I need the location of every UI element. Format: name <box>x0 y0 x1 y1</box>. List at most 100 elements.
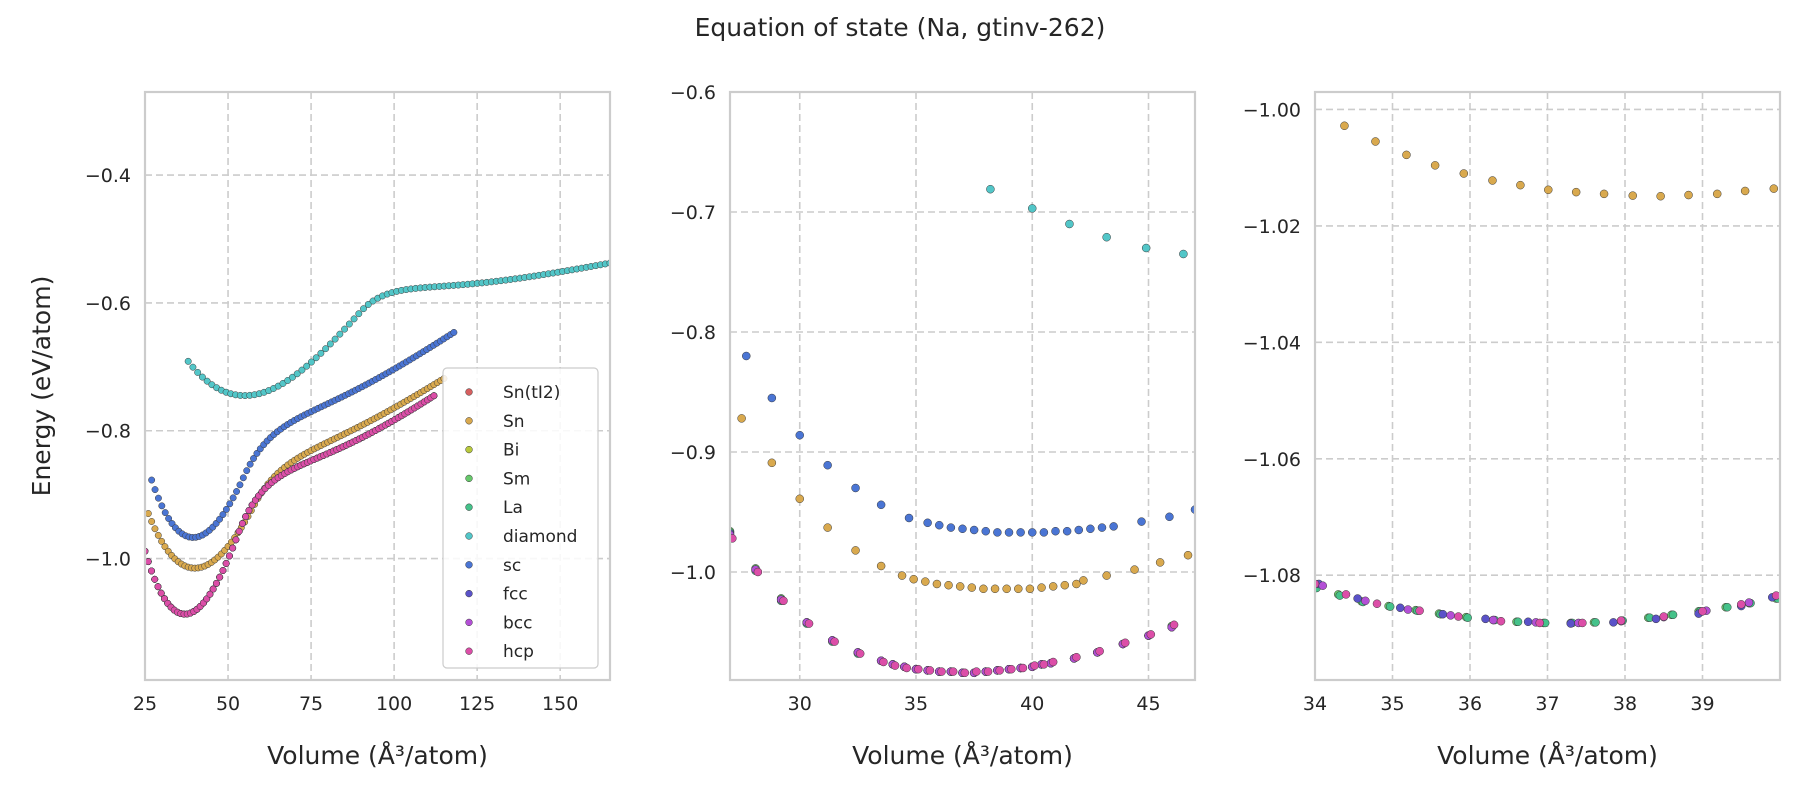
legend-marker <box>465 618 473 627</box>
series-diamond <box>986 184 1188 259</box>
data-point <box>944 580 953 590</box>
data-point <box>935 520 944 530</box>
data-point <box>1523 617 1533 627</box>
data-point <box>184 357 192 365</box>
data-point <box>360 305 367 313</box>
legend-marker <box>465 503 473 511</box>
data-point <box>937 667 946 676</box>
legend-label: Sm <box>503 469 530 489</box>
panels: 25 50 75 100 125 150 −1.0 −0.8 −0.6 −0.4 Volume (Å… <box>27 82 1782 770</box>
legend-entry: Sn(tI2) <box>465 383 560 403</box>
data-point <box>1415 606 1424 615</box>
data-point <box>958 524 967 534</box>
data-point <box>1025 584 1035 594</box>
x-tick-label: 75 <box>299 693 323 715</box>
data-point <box>157 589 165 597</box>
series-hcp <box>1315 579 1780 628</box>
data-point <box>1591 618 1600 627</box>
legend-marker <box>465 388 473 396</box>
plot-frame <box>143 90 612 682</box>
data-point <box>1454 612 1463 621</box>
data-point <box>1628 191 1637 200</box>
data-point <box>855 649 865 658</box>
data-point <box>921 577 930 586</box>
series-diamond <box>184 259 610 400</box>
data-point <box>1037 583 1046 592</box>
data-point <box>767 458 777 468</box>
legend-label: hcp <box>503 642 534 662</box>
data-point <box>222 560 230 567</box>
data-point <box>1403 605 1413 614</box>
legend-label: Bi <box>503 441 519 461</box>
data-point <box>151 575 159 583</box>
data-point <box>226 500 234 508</box>
x-axis-label: Volume (Å³/atom) <box>1437 741 1658 770</box>
data-point <box>995 666 1004 675</box>
data-point <box>1183 550 1193 560</box>
data-point <box>1668 610 1678 620</box>
data-point <box>1179 249 1188 259</box>
data-point <box>1712 189 1722 199</box>
data-point <box>830 637 839 646</box>
points <box>145 259 610 618</box>
data-point <box>1165 512 1174 522</box>
data-point <box>1060 580 1070 590</box>
legend-entry: Sm <box>465 469 530 489</box>
data-point <box>1086 524 1095 534</box>
data-point <box>450 328 458 336</box>
series-sn <box>1340 121 1779 201</box>
legend-marker <box>465 561 473 569</box>
data-point <box>148 518 156 525</box>
data-point <box>990 584 1000 594</box>
data-point <box>1544 185 1553 195</box>
data-point <box>902 663 911 673</box>
data-point <box>1371 137 1380 146</box>
data-point <box>1169 620 1179 630</box>
data-point <box>1578 618 1587 628</box>
data-point <box>1396 603 1405 613</box>
data-point <box>253 449 261 457</box>
x-tick-label: 125 <box>459 693 495 715</box>
legend-entry: La <box>465 498 523 518</box>
series-hcp <box>145 392 438 618</box>
data-point <box>904 513 914 523</box>
data-point <box>1341 590 1351 599</box>
x-tick-label: 34 <box>1303 693 1327 715</box>
data-point <box>1095 646 1104 656</box>
plot-frame <box>1313 90 1782 682</box>
data-point <box>289 373 296 381</box>
data-point <box>203 377 211 385</box>
data-point <box>1723 602 1732 612</box>
data-point <box>307 358 315 366</box>
points <box>1315 121 1780 628</box>
data-point <box>1072 579 1081 589</box>
legend-label: Sn(tI2) <box>503 383 560 403</box>
data-point <box>1609 618 1618 627</box>
series-hcp <box>730 534 1179 678</box>
x-tick-label: 39 <box>1690 693 1714 715</box>
legend-label: fcc <box>503 585 528 605</box>
data-point <box>993 528 1002 537</box>
data-point <box>972 667 981 676</box>
data-point <box>1489 615 1498 625</box>
data-point <box>194 368 202 376</box>
data-point <box>909 574 918 584</box>
data-point <box>1097 523 1107 532</box>
data-point <box>1616 616 1626 625</box>
data-point <box>1771 591 1780 600</box>
data-point <box>1402 150 1411 160</box>
data-point <box>1079 576 1088 585</box>
data-point <box>1109 522 1118 531</box>
data-point <box>216 515 224 523</box>
data-point <box>154 531 162 539</box>
x-tick-label: 35 <box>1380 693 1404 715</box>
data-point <box>1438 609 1448 619</box>
series-bcc <box>730 530 1176 678</box>
data-point <box>1028 204 1037 213</box>
legend-frame <box>442 367 599 669</box>
x-tick-label: 30 <box>788 693 812 715</box>
y-tick-label: −1.04 <box>1243 332 1301 354</box>
data-point <box>1488 176 1497 185</box>
y-tick-label: −0.4 <box>85 165 131 187</box>
